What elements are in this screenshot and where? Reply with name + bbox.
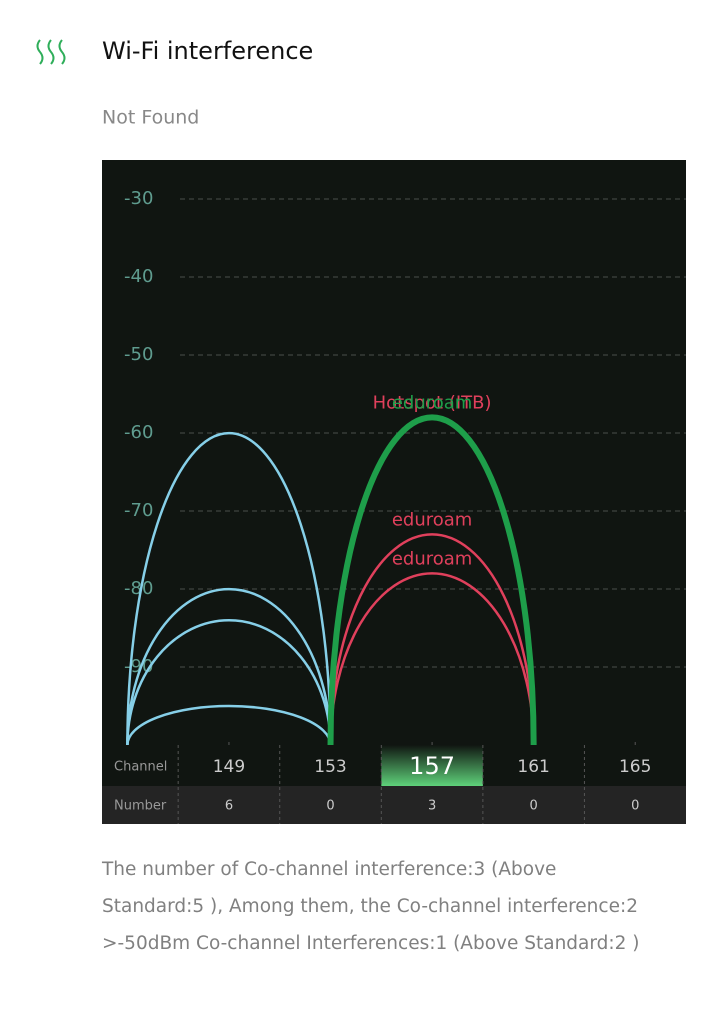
y-tick-label: -80 bbox=[124, 578, 153, 599]
channel-count: 0 bbox=[326, 799, 334, 814]
signal-arc bbox=[126, 587, 332, 746]
number-row bbox=[102, 786, 686, 824]
x-tick-label: 153 bbox=[314, 757, 346, 777]
page-title: Wi-Fi interference bbox=[102, 37, 313, 65]
description-line: Standard:5 ), Among them, the Co-channel… bbox=[102, 896, 638, 917]
signal-arc bbox=[329, 572, 535, 746]
wifi-icon bbox=[36, 39, 66, 65]
y-tick-label: -30 bbox=[124, 188, 153, 209]
y-tick-label: -40 bbox=[124, 266, 153, 287]
description-line: The number of Co-channel interference:3 … bbox=[101, 859, 556, 880]
x-tick-label: 161 bbox=[517, 757, 549, 777]
channel-count: 3 bbox=[428, 799, 436, 814]
x-tick-label: 165 bbox=[619, 757, 651, 777]
channel-count: 0 bbox=[530, 799, 538, 814]
description-line: >-50dBm Co-channel Interferences:1 (Abov… bbox=[102, 933, 640, 954]
signal-arc bbox=[126, 704, 332, 746]
y-tick-label: -50 bbox=[124, 344, 153, 365]
count-row-label: Number bbox=[114, 799, 167, 814]
signal-arc bbox=[327, 414, 537, 746]
network-name: Hotspot (ITB) bbox=[373, 392, 492, 413]
signal-arc bbox=[126, 431, 332, 746]
channel-count: 6 bbox=[225, 799, 233, 814]
x-tick-label: 157 bbox=[409, 752, 455, 780]
x-tick-label: 149 bbox=[213, 757, 245, 777]
selected-channel bbox=[381, 745, 483, 786]
y-tick-label: -70 bbox=[124, 500, 153, 521]
channel-count: 0 bbox=[631, 799, 639, 814]
chart-background bbox=[102, 160, 686, 824]
signal-arc bbox=[329, 533, 535, 746]
signal-arc bbox=[126, 619, 332, 746]
y-tick-label: -60 bbox=[124, 422, 153, 443]
channel-row-label: Channel bbox=[114, 760, 167, 775]
status: Not Found bbox=[102, 107, 199, 129]
network-name: eduroam bbox=[392, 392, 473, 413]
network-name: eduroam bbox=[392, 548, 473, 569]
network-name: eduroam bbox=[392, 509, 473, 530]
